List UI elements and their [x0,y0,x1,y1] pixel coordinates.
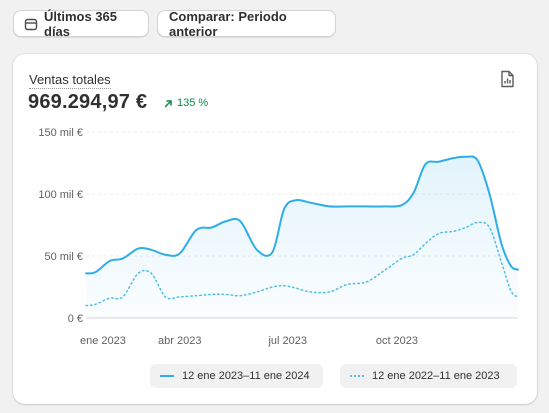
calendar-icon [24,17,38,31]
legend-item-previous[interactable]: 12 ene 2022–11 ene 2023 [340,364,517,388]
x-tick-label: oct 2023 [376,335,418,347]
date-range-label: Últimos 365 días [44,8,117,39]
y-tick-label: 50 mil € [44,251,83,263]
legend-current-label: 12 ene 2023–11 ene 2024 [182,370,310,382]
metric-label[interactable]: Ventas totales [29,72,111,89]
sales-chart: 150 mil € 100 mil € 50 mil € 0 € ene 2023 abr… [38,127,519,347]
x-tick-label: jul 2023 [267,335,307,347]
series-previous-line [85,221,519,307]
sales-card: Ventas totales 969.294,97 € 135 % [13,54,537,404]
metric-value: 969.294,97 € [28,91,148,113]
legend-item-current[interactable]: 12 ene 2023–11 ene 2024 [150,364,323,388]
compare-period-button[interactable]: Comparar: Periodo anterior [157,8,336,39]
export-report-icon[interactable] [499,70,515,88]
legend-dotted-swatch [350,375,364,377]
date-range-button[interactable]: Últimos 365 días [13,8,149,39]
series-current-line [85,155,519,275]
metric-change: 135 % [164,97,208,109]
metric-change-value: 135 % [177,97,209,109]
legend-solid-swatch [160,375,174,377]
arrow-up-right-icon [164,99,173,108]
legend-previous-label: 12 ene 2022–11 ene 2023 [372,370,500,382]
y-tick-label: 100 mil € [38,189,83,201]
series-current-area [86,156,518,318]
y-tick-label: 150 mil € [38,127,83,139]
y-tick-label: 0 € [68,313,83,325]
x-tick-label: ene 2023 [80,335,126,347]
x-tick-label: abr 2023 [158,335,201,347]
compare-label: Comparar: Periodo anterior [169,8,287,39]
